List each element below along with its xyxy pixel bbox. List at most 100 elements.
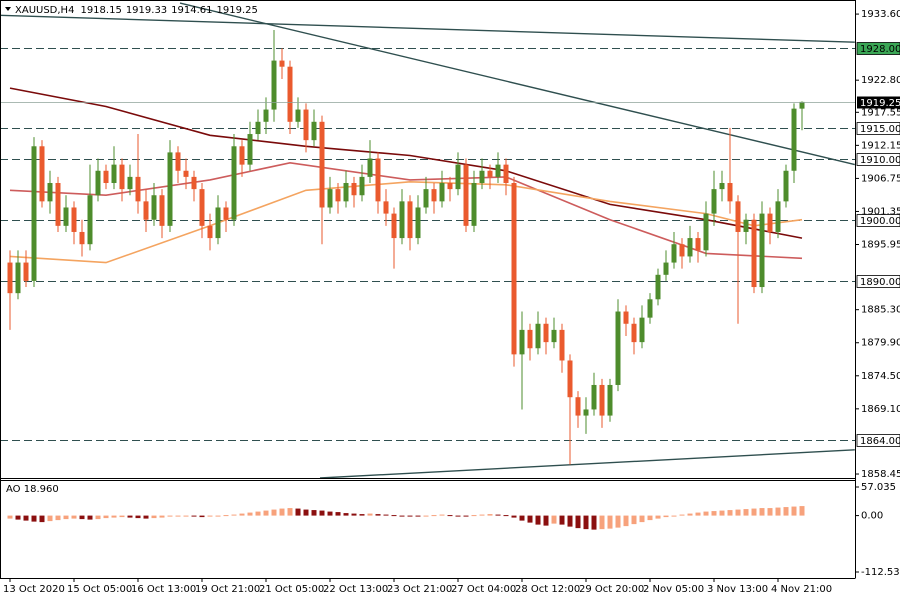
candle-body [663, 262, 669, 275]
ao-bar [463, 515, 469, 517]
ao-bar [375, 514, 381, 516]
candle-body [127, 176, 133, 190]
candle-body [95, 170, 101, 196]
ao-bar [799, 506, 805, 516]
ao-bar [791, 506, 797, 516]
ao-bar [31, 515, 37, 522]
low-value: 1914.61 [171, 5, 212, 16]
candle-body [447, 182, 453, 190]
level-label: 1890.00 [860, 277, 900, 288]
candle-body [407, 201, 413, 239]
candle-body [223, 207, 229, 220]
ao-bar [199, 515, 205, 518]
y-tick-label: 1922.80 [861, 75, 900, 86]
candle-body [167, 152, 173, 226]
candle-body [375, 158, 381, 202]
ao-bar [447, 515, 453, 517]
candle-body [623, 311, 629, 324]
ao-bar [239, 513, 245, 516]
y-tick-label: 1858.45 [861, 469, 900, 480]
candle-body [239, 146, 245, 165]
ao-bar [607, 515, 613, 529]
axes [0, 0, 859, 582]
ao-bar [359, 514, 365, 516]
level-label: 1900.00 [860, 216, 900, 227]
ao-bar [63, 515, 69, 520]
candle-body [631, 323, 637, 343]
ao-bar [343, 513, 349, 516]
candle-body [119, 164, 125, 190]
candle-body [519, 329, 525, 355]
candle-body [479, 170, 485, 183]
y-tick-label: 1901.35 [861, 206, 900, 217]
x-tick-label: 28 Oct 12:00 [515, 584, 580, 595]
candle-body [215, 207, 221, 239]
candle-body [383, 201, 389, 214]
x-tick-label: 22 Oct 13:00 [323, 584, 388, 595]
current-price-label: 1919.25 [860, 98, 900, 109]
x-tick-label: 15 Oct 05:00 [67, 584, 132, 595]
ao-bar [551, 515, 557, 524]
trendline [319, 449, 855, 478]
candle-body [7, 262, 13, 294]
candle-body [79, 231, 85, 245]
candle-body [103, 170, 109, 183]
ao-bar [455, 515, 461, 517]
level-label-box [856, 214, 900, 227]
ao-bar [391, 515, 397, 517]
ao-bar [23, 515, 29, 521]
ao-bar [415, 515, 421, 517]
y-tick-label: 1895.95 [861, 240, 900, 251]
candle-body [151, 195, 157, 220]
ao-bar [383, 514, 389, 516]
candle-body [743, 219, 749, 232]
ao-bar [311, 510, 317, 516]
y-tick-label: 1869.10 [861, 404, 900, 415]
y-tick-label: 1917.55 [861, 107, 900, 118]
candle-body [391, 213, 397, 239]
candle-body [711, 189, 717, 214]
candle-body [567, 360, 573, 398]
ao-bar [663, 515, 669, 518]
candle-body [687, 238, 693, 257]
ao-bar [431, 515, 437, 517]
ao-bar [55, 515, 61, 521]
menu-triangle [5, 7, 11, 11]
ao-bar [327, 511, 333, 516]
level-label: 1864.00 [860, 436, 900, 447]
candle-body [351, 182, 357, 196]
candle-body [55, 182, 61, 226]
candle-body [767, 213, 773, 232]
x-tick-label: 3 Nov 13:00 [707, 584, 768, 595]
candle-body [415, 207, 421, 239]
ao-bar [751, 508, 757, 516]
ao-bar [623, 515, 629, 527]
ao-bar [439, 514, 445, 516]
ao-bar [183, 515, 189, 517]
candle-body [783, 170, 789, 202]
candle-body [775, 201, 781, 232]
candle-body [543, 323, 549, 343]
candle-body [575, 397, 581, 416]
candle-body [583, 409, 589, 416]
level-label: 1915.00 [860, 124, 900, 135]
candle-body [487, 170, 493, 177]
candle-body [47, 182, 53, 202]
ao-bar [735, 509, 741, 516]
ao-bar [215, 515, 221, 517]
candle-body [175, 152, 181, 171]
symbol: XAUUSD,H4 [15, 5, 74, 16]
ao-y-tick-label: 0.00 [861, 511, 883, 522]
ao-bar [471, 515, 477, 517]
ao-bar [511, 515, 517, 518]
labels: XAUUSD,H4 1918.15 1919.33 1914.61 1919.25 AO… [3, 5, 900, 595]
ao-bar [15, 515, 21, 520]
ao-bar [583, 515, 589, 530]
ao-bar [575, 515, 581, 529]
level-label-box [856, 275, 900, 288]
ao-bar [655, 515, 661, 519]
candle-body [263, 109, 269, 122]
ao-bar [247, 512, 253, 516]
candle-body [679, 244, 685, 257]
ao-bar [191, 515, 197, 517]
